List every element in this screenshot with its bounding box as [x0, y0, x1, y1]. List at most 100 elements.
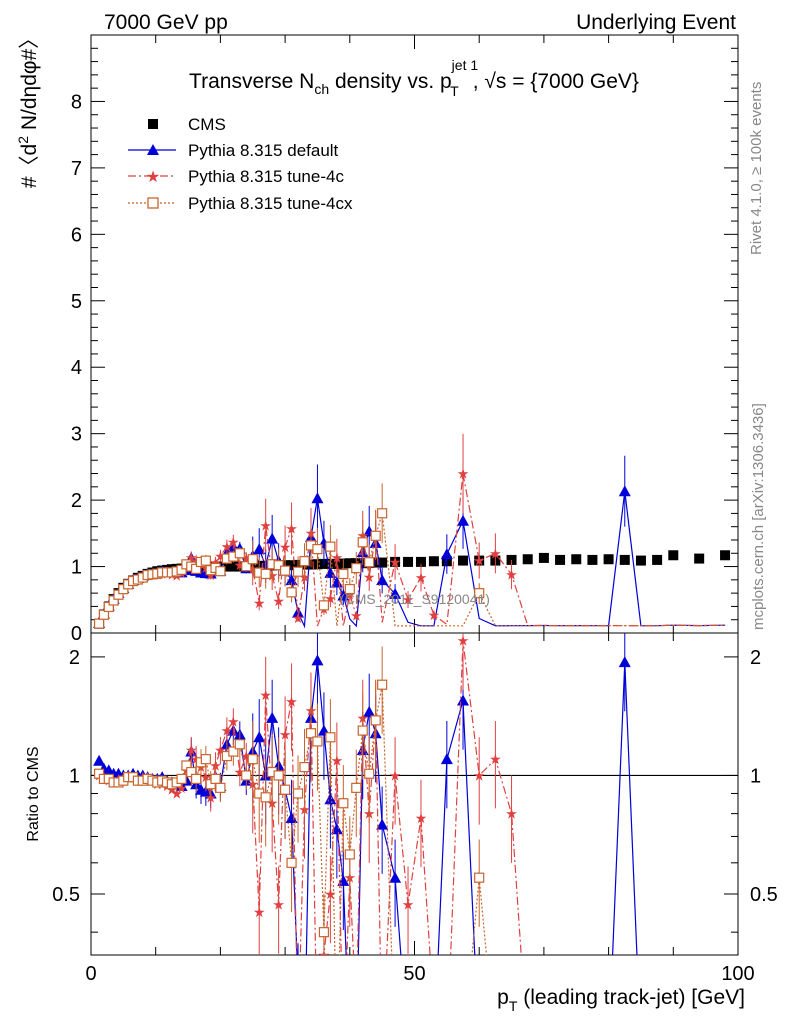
marker-default-main — [266, 532, 279, 544]
x-tick-label: 100 — [721, 963, 754, 985]
y-tick-label: 0 — [71, 623, 82, 645]
marker-tune4c-ratio: ★ — [331, 753, 344, 769]
cms-data-point — [720, 550, 731, 561]
y-tick-label: 2 — [71, 490, 82, 512]
legend-marker-cms — [148, 119, 158, 129]
marker-tune4cx-main — [474, 588, 485, 599]
y-tick-label: 4 — [71, 357, 82, 379]
x-tick-label: 50 — [403, 963, 425, 985]
marker-default-main — [618, 485, 631, 497]
y-tick-label: 5 — [71, 291, 82, 313]
y-tick-label: 6 — [71, 224, 82, 246]
marker-tune4cx-main — [357, 537, 368, 548]
marker-default-ratio — [285, 811, 298, 823]
marker-default-ratio — [93, 754, 106, 766]
marker-tune4c-ratio: ★ — [457, 633, 470, 649]
marker-tune4cx-ratio — [273, 770, 284, 781]
marker-tune4cx-ratio — [318, 927, 330, 938]
y-tick-label: 3 — [71, 424, 82, 446]
cms-data-point — [458, 555, 469, 566]
marker-tune4cx-ratio — [305, 728, 317, 739]
marker-tune4cx-main — [377, 508, 388, 519]
marker-tune4c-main: ★ — [221, 539, 234, 555]
marker-default-ratio — [363, 705, 376, 717]
marker-tune4cx-main — [344, 583, 355, 595]
marker-tune4c-ratio: ★ — [389, 767, 402, 783]
marker-default-ratio — [457, 694, 470, 706]
marker-tune4c-main: ★ — [428, 607, 441, 623]
marker-tune4cx-ratio — [474, 872, 485, 883]
marker-tune4c-main: ★ — [331, 550, 344, 566]
marker-tune4cx-ratio — [286, 857, 297, 868]
marker-tune4c-main: ★ — [350, 608, 363, 624]
marker-tune4c-main: ★ — [279, 539, 292, 555]
legend-entry-default: Pythia 8.315 default — [128, 141, 339, 160]
header-right: Underlying Event — [576, 11, 736, 34]
marker-tune4cx-main — [280, 565, 291, 576]
main-plot-data: ★★★★★★★★★★★★★★★★★★★★★★★★★★★★★★★★★★★★★★★★… — [93, 433, 731, 632]
marker-default-ratio — [389, 871, 402, 883]
marker-tune4c-main: ★ — [402, 592, 415, 608]
y-axis-label: #〈d2 N/dηdφ#〉 — [15, 28, 41, 188]
legend-label-default: Pythia 8.315 default — [188, 141, 339, 160]
marker-default-ratio — [618, 656, 631, 668]
cms-data-point — [603, 554, 614, 565]
legend-label-cms: CMS — [188, 115, 226, 134]
marker-tune4cx-ratio — [351, 782, 362, 793]
legend-marker-tune4c: ★ — [146, 169, 160, 186]
marker-tune4cx-main — [273, 560, 284, 571]
marker-tune4c-ratio: ★ — [324, 886, 337, 902]
marker-default-ratio — [324, 793, 337, 805]
marker-tune4cx-main — [260, 568, 271, 580]
marker-tune4c-main: ★ — [415, 570, 428, 586]
x-axis-label: pT (leading track-jet) [GeV] — [497, 986, 745, 1014]
marker-tune4cx-ratio — [234, 739, 245, 750]
marker-tune4c-ratio: ★ — [350, 1005, 363, 1021]
cms-data-point — [538, 552, 549, 563]
cms-data-point — [668, 550, 679, 561]
marker-tune4c-ratio: ★ — [209, 757, 222, 773]
marker-tune4c-main: ★ — [473, 553, 486, 569]
marker-tune4c-ratio: ★ — [415, 810, 428, 826]
ratio-tick-label-right: 2 — [750, 647, 761, 669]
marker-tune4cx-main — [286, 587, 297, 598]
marker-default-main — [376, 574, 389, 586]
marker-tune4cx-main — [200, 555, 211, 566]
ratio-tick-label: 1 — [69, 765, 80, 787]
marker-tune4c-ratio: ★ — [285, 694, 298, 710]
marker-default-ratio — [311, 654, 324, 666]
marker-tune4c-main: ★ — [272, 593, 285, 609]
marker-tune4c-main: ★ — [259, 518, 272, 534]
marker-tune4cx-ratio — [338, 798, 349, 809]
marker-default-ratio — [253, 731, 266, 743]
legend-marker-default — [147, 144, 159, 155]
marker-tune4cx-ratio — [176, 773, 187, 785]
header-left: 7000 GeV pp — [104, 11, 228, 34]
x-tick-label: 0 — [85, 963, 96, 985]
marker-tune4c-main: ★ — [457, 466, 470, 482]
mcplots-label: mcplots.cern.ch [arXiv:1306.3436] — [750, 403, 767, 630]
marker-default-ratio — [266, 711, 279, 723]
marker-tune4cx-main — [241, 561, 252, 572]
marker-tune4cx-main — [325, 541, 336, 552]
marker-tune4c-main: ★ — [253, 595, 266, 611]
cms-data-point — [428, 556, 439, 567]
marker-tune4c-main: ★ — [389, 554, 402, 570]
marker-tune4cx-main — [312, 544, 323, 555]
marker-tune4cx-main — [370, 530, 381, 541]
ratio-plot-data: ★★★★★★★★★★★★★★★★★★★★★★★★★★★★★★★★★★★★★★★★… — [93, 633, 638, 1021]
cms-data-point — [286, 560, 297, 571]
marker-tune4c-ratio: ★ — [221, 723, 234, 739]
legend-label-tune4cx: Pythia 8.315 tune-4cx — [188, 194, 353, 213]
marker-tune4cx-main — [318, 600, 330, 611]
marker-tune4c-main: ★ — [292, 610, 305, 626]
ratio-tick-label-right: 0.5 — [750, 884, 778, 906]
ratio-tick-label-right: 1 — [750, 765, 761, 787]
axis-ticks: 0 50 100 0 1 2 3 4 5 6 7 8 0.5 0.5 1 1 2 2 — [52, 35, 778, 985]
marker-tune4cx-main — [299, 556, 310, 567]
ratio-y-axis-label: Ratio to CMS — [25, 746, 42, 841]
marker-tune4cx-ratio — [377, 679, 388, 690]
marker-default-main — [253, 543, 266, 555]
